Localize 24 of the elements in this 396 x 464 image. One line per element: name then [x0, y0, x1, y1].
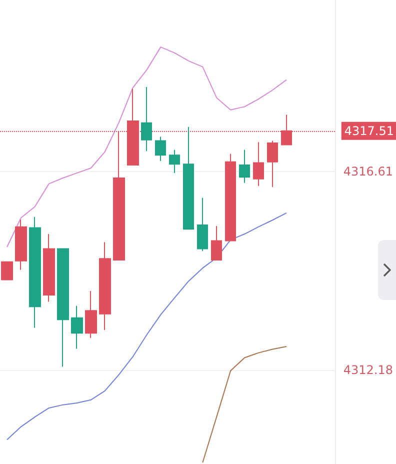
candlestick: [225, 153, 236, 242]
candlestick: [99, 242, 111, 330]
candlestick: [197, 197, 208, 252]
candlestick: [211, 225, 222, 261]
candlestick: [43, 234, 55, 302]
candlestick: [71, 305, 83, 350]
candlestick: [1, 261, 13, 280]
line-series: [6, 212, 287, 440]
candlestick: [57, 248, 69, 368]
y-tick-label: 4316.61: [343, 164, 393, 178]
candlestick: [239, 149, 250, 184]
line-series: [202, 346, 287, 464]
candlestick: [169, 149, 180, 174]
candlestick: [29, 216, 41, 328]
line-series: [6, 46, 287, 248]
y-tick-label: 4312.18: [343, 362, 393, 377]
candlestick: [141, 86, 152, 152]
candlestick: [253, 142, 264, 187]
candlestick: [267, 140, 278, 188]
candlestick: [85, 290, 97, 339]
candlestick: [15, 219, 27, 270]
candlestick: [155, 136, 166, 162]
ref-line-label: 4317.51: [344, 124, 394, 138]
candlestick: [183, 126, 194, 230]
